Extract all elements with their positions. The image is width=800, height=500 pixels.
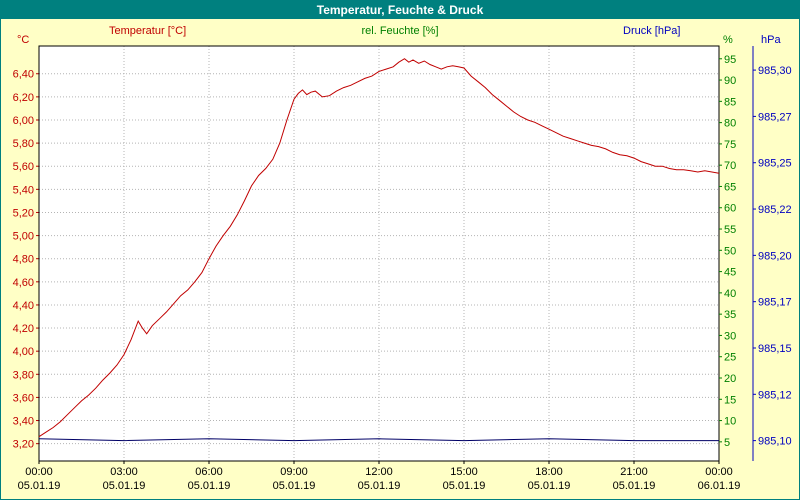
left-axis-unit-label: °C [17, 34, 30, 46]
svg-text:5,60: 5,60 [13, 161, 34, 173]
svg-text:4,20: 4,20 [13, 323, 34, 335]
svg-text:985,17: 985,17 [758, 297, 792, 309]
svg-text:6,40: 6,40 [13, 69, 34, 81]
svg-text:06:00: 06:00 [195, 466, 223, 478]
svg-text:50: 50 [724, 245, 736, 257]
svg-text:985,15: 985,15 [758, 343, 792, 355]
svg-text:5,80: 5,80 [13, 138, 34, 150]
svg-text:21:00: 21:00 [620, 466, 648, 478]
svg-text:15: 15 [724, 394, 736, 406]
svg-text:985,20: 985,20 [758, 250, 792, 262]
svg-text:55: 55 [724, 224, 736, 236]
svg-text:20: 20 [724, 373, 736, 385]
svg-text:4,60: 4,60 [13, 277, 34, 289]
svg-text:09:00: 09:00 [280, 466, 308, 478]
svg-text:985,27: 985,27 [758, 111, 792, 123]
svg-text:3,40: 3,40 [13, 416, 34, 428]
svg-text:05.01.19: 05.01.19 [613, 480, 656, 492]
svg-text:05.01.19: 05.01.19 [18, 480, 61, 492]
svg-text:06.01.19: 06.01.19 [698, 480, 741, 492]
svg-text:10: 10 [724, 416, 736, 428]
svg-text:15:00: 15:00 [450, 466, 478, 478]
svg-text:95: 95 [724, 54, 736, 66]
svg-text:18:00: 18:00 [535, 466, 563, 478]
window-titlebar: Temperatur, Feuchte & Druck [1, 1, 799, 19]
svg-text:30: 30 [724, 330, 736, 342]
svg-text:70: 70 [724, 160, 736, 172]
svg-text:80: 80 [724, 118, 736, 130]
temperature-axis-title: Temperatur [°C] [109, 25, 187, 37]
svg-text:85: 85 [724, 96, 736, 108]
svg-text:4,00: 4,00 [13, 346, 34, 358]
window-title: Temperatur, Feuchte & Druck [316, 3, 484, 17]
svg-text:4,80: 4,80 [13, 254, 34, 266]
svg-text:05.01.19: 05.01.19 [103, 480, 146, 492]
svg-text:90: 90 [724, 75, 736, 87]
svg-text:12:00: 12:00 [365, 466, 393, 478]
pressure-axis-title: Druck [hPa] [623, 25, 681, 37]
svg-text:45: 45 [724, 267, 736, 279]
svg-text:25: 25 [724, 352, 736, 364]
svg-text:5: 5 [724, 437, 730, 449]
svg-text:40: 40 [724, 288, 736, 300]
svg-text:5,00: 5,00 [13, 231, 34, 243]
svg-text:05.01.19: 05.01.19 [358, 480, 401, 492]
svg-text:60: 60 [724, 203, 736, 215]
svg-text:00:00: 00:00 [25, 466, 53, 478]
svg-text:985,10: 985,10 [758, 436, 792, 448]
svg-text:3,60: 3,60 [13, 392, 34, 404]
pressure-axis-unit-label: hPa [761, 34, 781, 46]
svg-text:3,20: 3,20 [13, 439, 34, 451]
svg-text:65: 65 [724, 181, 736, 193]
svg-text:985,22: 985,22 [758, 204, 792, 216]
svg-text:4,40: 4,40 [13, 300, 34, 312]
svg-text:5,20: 5,20 [13, 207, 34, 219]
svg-text:985,25: 985,25 [758, 158, 792, 170]
svg-text:03:00: 03:00 [110, 466, 138, 478]
svg-text:3,80: 3,80 [13, 369, 34, 381]
svg-text:6,20: 6,20 [13, 92, 34, 104]
svg-text:00:00: 00:00 [705, 466, 733, 478]
svg-text:35: 35 [724, 309, 736, 321]
svg-text:05.01.19: 05.01.19 [188, 480, 231, 492]
svg-text:6,00: 6,00 [13, 115, 34, 127]
svg-text:75: 75 [724, 139, 736, 151]
svg-text:985,30: 985,30 [758, 65, 792, 77]
humidity-axis-unit-label: % [723, 34, 733, 46]
svg-text:05.01.19: 05.01.19 [273, 480, 316, 492]
humidity-axis-title: rel. Feuchte [%] [361, 25, 439, 37]
svg-text:05.01.19: 05.01.19 [528, 480, 571, 492]
svg-text:05.01.19: 05.01.19 [443, 480, 486, 492]
svg-text:985,12: 985,12 [758, 389, 792, 401]
svg-text:5,40: 5,40 [13, 184, 34, 196]
